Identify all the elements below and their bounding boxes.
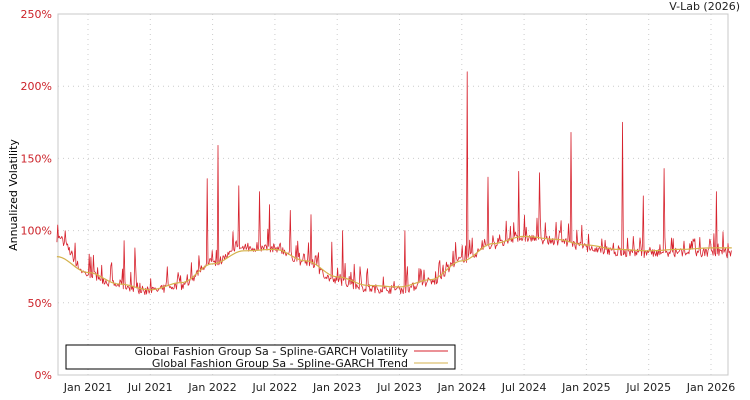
series-layer (56, 71, 732, 296)
y-tick-label: 200% (21, 80, 52, 93)
legend-label-volatility: Global Fashion Group Sa - Spline-GARCH V… (134, 345, 408, 358)
y-tick-label: 100% (21, 225, 52, 238)
x-tick-label: Jan 2025 (561, 381, 610, 394)
x-tick-label: Jan 2026 (686, 381, 735, 394)
y-tick-label: 150% (21, 152, 52, 165)
x-tick-label: Jan 2023 (312, 381, 361, 394)
x-tick-label: Jul 2021 (127, 381, 173, 394)
legend-label-trend: Global Fashion Group Sa - Spline-GARCH T… (152, 357, 408, 370)
legend-box (65, 344, 456, 370)
gridlines (58, 14, 728, 375)
legend: Global Fashion Group Sa - Spline-GARCH V… (65, 344, 456, 370)
x-tick-label: Jan 2021 (63, 381, 112, 394)
x-tick-label: Jul 2022 (252, 381, 298, 394)
x-tick-label: Jan 2024 (437, 381, 486, 394)
trend-line (56, 235, 732, 291)
y-tick-label: 50% (28, 297, 52, 310)
x-tick-label: Jul 2025 (625, 381, 671, 394)
x-tick-label: Jul 2024 (501, 381, 547, 394)
plot-area (57, 13, 729, 376)
y-tick-label: 0% (35, 369, 52, 382)
y-tick-label: 250% (21, 8, 52, 21)
x-tick-label: Jan 2022 (187, 381, 236, 394)
volatility-line (56, 71, 732, 296)
y-axis-ticks: 0% 50% 100% 150% 200% 250% (21, 8, 52, 382)
x-tick-label: Jul 2023 (376, 381, 422, 394)
credit-label: V-Lab (2026) (669, 0, 740, 13)
x-axis-ticks: Jan 2021 Jul 2021 Jan 2022 Jul 2022 Jan 2023… (63, 381, 735, 394)
y-axis-label: Annualized Volatility (7, 139, 20, 251)
